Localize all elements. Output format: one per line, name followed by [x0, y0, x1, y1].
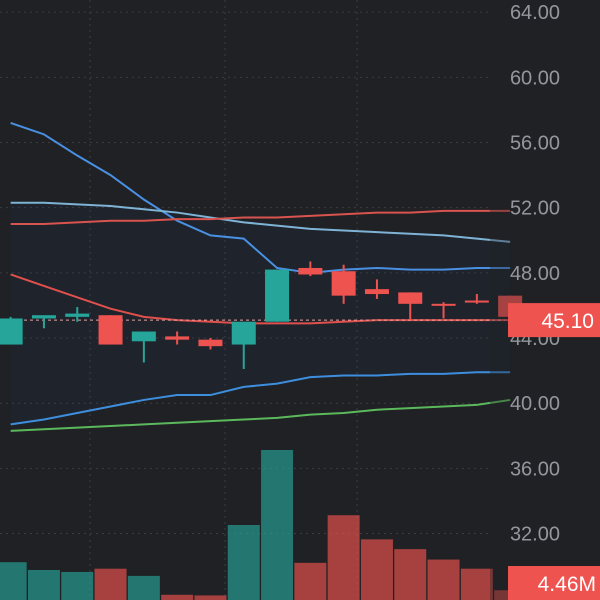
y-tick-label: 52.00 — [510, 198, 560, 220]
indicator-line — [10, 209, 511, 225]
volume-bar[interactable] — [460, 568, 493, 600]
volume-bar[interactable] — [394, 549, 427, 600]
current-volume-label: 4.46M — [538, 573, 596, 596]
y-tick-label: 56.00 — [510, 133, 560, 155]
volume-bar[interactable] — [261, 450, 294, 600]
volume-bar[interactable] — [427, 559, 460, 600]
volume-bar[interactable] — [194, 595, 227, 600]
y-tick-label: 64.00 — [510, 2, 560, 24]
candle-body[interactable] — [165, 336, 190, 340]
candle-body[interactable] — [65, 313, 90, 317]
candle-body[interactable] — [31, 315, 56, 319]
volume-bar[interactable] — [0, 562, 27, 600]
indicator-line — [10, 398, 511, 432]
candle-body[interactable] — [298, 267, 323, 275]
candle-body[interactable] — [265, 269, 290, 322]
candle-body[interactable] — [331, 271, 356, 296]
candle-body[interactable] — [0, 318, 23, 345]
candle-body[interactable] — [464, 300, 489, 303]
volume-bar[interactable] — [94, 568, 127, 600]
candle-body[interactable] — [231, 321, 256, 345]
volume-bar[interactable] — [161, 594, 194, 600]
volume-bar[interactable] — [360, 539, 393, 600]
volume-bar[interactable] — [227, 525, 260, 600]
y-tick-label: 36.00 — [510, 458, 560, 480]
candle-body[interactable] — [131, 331, 156, 342]
indicator-line — [10, 371, 511, 426]
y-tick-label: 40.00 — [510, 393, 560, 415]
volume-bar[interactable] — [127, 575, 160, 600]
current-volume-tag[interactable] — [508, 566, 600, 600]
price-axis-panel — [490, 0, 600, 600]
indicator-line — [10, 201, 511, 243]
current-price-tag[interactable] — [508, 303, 600, 338]
volume-bar[interactable] — [294, 562, 327, 600]
current-price-label: 45.10 — [541, 310, 594, 333]
volume-bar[interactable] — [327, 515, 360, 600]
candle-body[interactable] — [431, 303, 456, 306]
indicator-band-fill — [10, 202, 511, 425]
indicator-line — [10, 122, 511, 274]
volume-bar[interactable] — [27, 570, 60, 600]
volume-bar[interactable] — [61, 571, 94, 600]
candle-body[interactable] — [364, 289, 389, 295]
candle-body[interactable] — [398, 292, 423, 304]
y-tick-label: 48.00 — [510, 263, 560, 285]
y-tick-label: 32.00 — [510, 524, 560, 546]
y-tick-label: 60.00 — [510, 67, 560, 89]
candle-body[interactable] — [98, 315, 123, 345]
candle-body[interactable] — [198, 339, 223, 347]
